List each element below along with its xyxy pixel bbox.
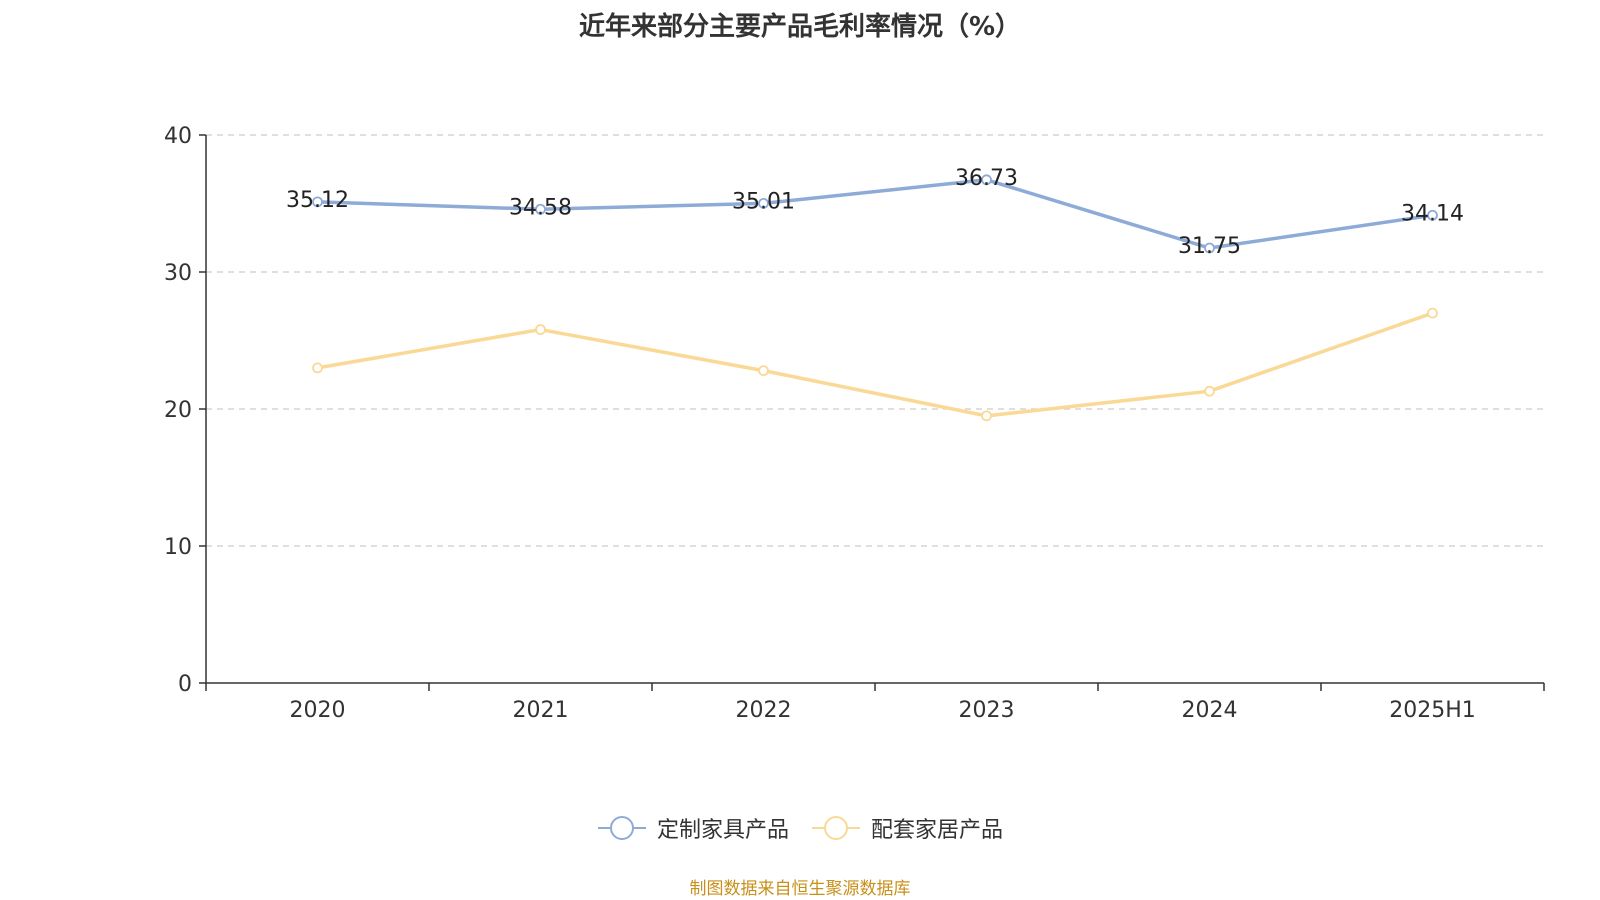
series-line-0 (317, 178, 1433, 250)
data-label: 34.14 (1401, 201, 1464, 226)
legend-item-series-1[interactable]: 配套家居产品 (811, 812, 1003, 844)
series-line-1 (317, 311, 1434, 418)
data-point (1427, 209, 1438, 221)
legend-item-series-0[interactable]: 定制家具产品 (597, 812, 789, 844)
legend-label: 配套家居产品 (871, 818, 1004, 843)
chart-title: 近年来部分主要产品毛利率情况（%） (578, 12, 1022, 42)
data-label: 35.12 (286, 188, 349, 213)
data-point (312, 362, 323, 374)
data-point (758, 197, 769, 209)
data-label: 35.01 (732, 189, 795, 214)
data-point (535, 324, 546, 335)
x-tick-label: 2020 (290, 698, 346, 723)
data-point (758, 365, 769, 377)
x-tick-label: 2025H1 (1389, 698, 1476, 723)
data-point (981, 174, 992, 186)
data-point (1204, 385, 1215, 397)
y-tick-label: 20 (164, 398, 192, 423)
y-tick-label: 0 (178, 672, 192, 697)
x-tick-label: 2022 (736, 698, 792, 723)
x-tick-label: 2023 (959, 698, 1015, 723)
data-label: 31.75 (1178, 234, 1241, 259)
grid-lines (206, 134, 1544, 547)
y-tick-label: 30 (164, 261, 192, 286)
source-note: 制图数据来自恒生聚源数据库 (689, 879, 911, 899)
data-labels: 35.12 34.58 35.01 36.73 31.75 34.14 (286, 166, 1464, 259)
axes: 0 10 20 30 40 2020 2021 2022 2023 2024 2025H1 (164, 124, 1545, 723)
data-point (312, 196, 323, 208)
data-label: 36.73 (955, 166, 1018, 191)
data-point (1427, 307, 1438, 319)
series (312, 174, 1438, 422)
legend-line-circle-icon (812, 816, 860, 840)
data-point (1204, 242, 1215, 254)
data-point (981, 410, 992, 422)
x-tick-label: 2024 (1182, 698, 1238, 723)
legend-line-circle-icon (597, 816, 646, 840)
y-tick-label: 10 (164, 535, 192, 560)
line-chart: 0 10 20 30 40 2020 2021 2022 2023 2024 2025H1 35.1… (164, 124, 1545, 723)
y-tick-label: 40 (164, 124, 192, 149)
legend: 定制家具产品 配套家居产品 (0, 812, 1600, 844)
x-tick-label: 2021 (513, 698, 569, 723)
legend-label: 定制家具产品 (656, 818, 789, 843)
data-label: 34.58 (509, 195, 572, 220)
data-point (535, 203, 546, 215)
